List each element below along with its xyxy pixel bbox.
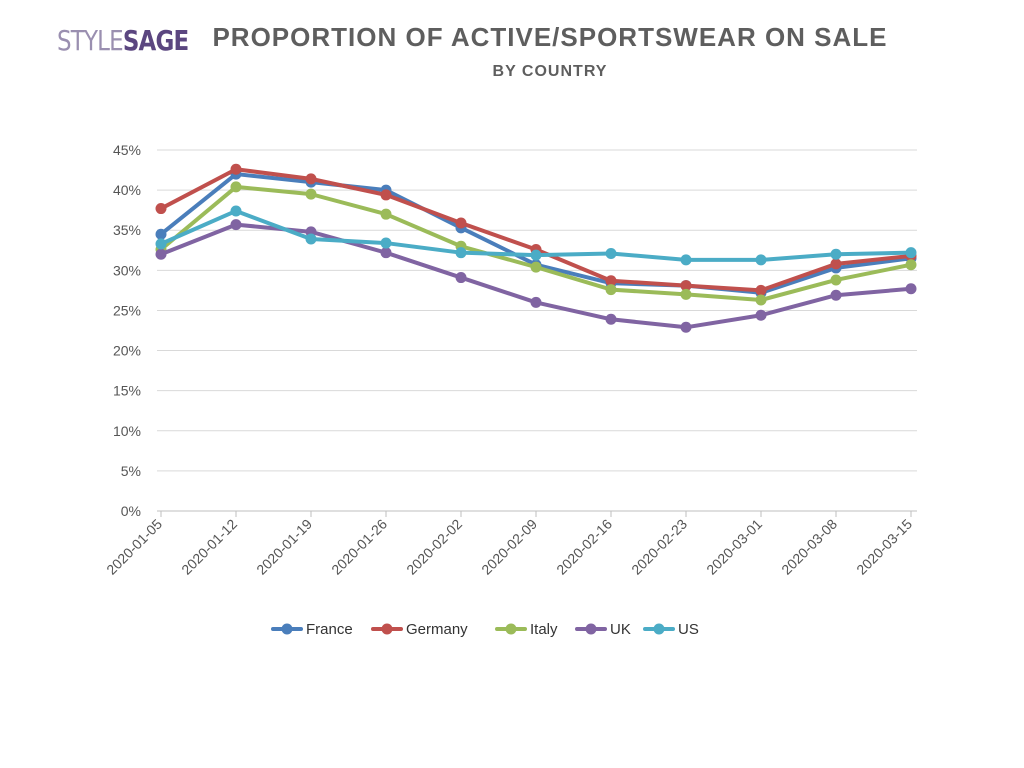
legend-swatch-marker: [381, 623, 393, 635]
data-point-germany: [455, 217, 467, 229]
data-point-uk: [680, 321, 692, 333]
data-point-us: [905, 247, 917, 259]
data-point-us: [680, 254, 692, 266]
x-tick-label: 2020-03-15: [853, 516, 915, 578]
data-point-italy: [830, 274, 842, 286]
data-point-uk: [905, 283, 917, 295]
data-point-germany: [230, 163, 242, 175]
grid-lines: [157, 149, 917, 512]
legend-label: Germany: [406, 621, 468, 638]
y-tick-label: 30%: [113, 262, 141, 278]
data-point-us: [755, 254, 767, 266]
data-point-germany: [830, 258, 842, 270]
legend: France Germany Italy UK US: [271, 621, 699, 638]
x-tick-label: 2020-02-23: [628, 516, 690, 578]
data-point-italy: [380, 208, 392, 220]
stylesage-logo: STYLESAGE: [57, 24, 189, 57]
data-point-uk: [380, 247, 392, 259]
data-point-us: [830, 248, 842, 260]
x-tick-label: 2020-01-12: [178, 516, 240, 578]
series-line-italy: [159, 184, 913, 303]
data-point-germany: [380, 189, 392, 201]
x-tick-label: 2020-01-05: [103, 516, 165, 578]
x-tick-label: 2020-01-26: [328, 516, 390, 578]
data-point-uk: [230, 219, 242, 231]
y-tick-label: 10%: [113, 423, 141, 439]
logo-part-1: STYLE: [57, 24, 124, 57]
data-point-germany: [155, 203, 167, 215]
data-point-germany: [755, 284, 767, 296]
data-point-uk: [530, 296, 542, 308]
data-point-italy: [230, 181, 242, 193]
series-group: [155, 163, 917, 333]
data-point-uk: [455, 272, 467, 284]
y-tick-label: 0%: [121, 503, 141, 519]
legend-label: Italy: [530, 621, 558, 638]
data-point-germany: [305, 173, 317, 185]
y-tick-label: 15%: [113, 383, 141, 399]
x-tick-label: 2020-01-19: [253, 516, 315, 578]
data-point-italy: [605, 284, 617, 296]
logo-part-2: SAGE: [122, 24, 189, 57]
y-tick-label: 35%: [113, 222, 141, 238]
y-tick-label: 20%: [113, 343, 141, 359]
y-axis-ticks: 0% 5% 10% 15% 20% 25% 30% 35% 40% 45%: [113, 142, 141, 519]
data-point-germany: [680, 280, 692, 292]
data-point-uk: [155, 248, 167, 260]
legend-swatch-marker: [281, 623, 293, 635]
data-point-uk: [755, 309, 767, 321]
x-tick-label: 2020-03-08: [778, 516, 840, 578]
data-point-germany: [605, 275, 617, 287]
series-us: [155, 205, 917, 266]
legend-item-uk: UK: [575, 621, 631, 638]
legend-item-france: France: [271, 621, 353, 638]
y-tick-label: 25%: [113, 302, 141, 318]
y-tick-label: 40%: [113, 182, 141, 198]
legend-swatch-marker: [653, 623, 665, 635]
series-france: [155, 168, 917, 299]
data-point-italy: [755, 294, 767, 306]
x-tick-label: 2020-02-09: [478, 516, 540, 578]
legend-label: UK: [610, 621, 631, 638]
y-tick-label: 5%: [121, 463, 141, 479]
x-axis-ticks: 2020-01-05 2020-01-12 2020-01-19 2020-01-26…: [103, 511, 915, 578]
data-point-france: [155, 228, 167, 240]
data-point-us: [155, 238, 167, 250]
data-point-italy: [680, 288, 692, 300]
x-tick-label: 2020-02-16: [553, 516, 615, 578]
x-tick-label: 2020-03-01: [703, 516, 765, 578]
data-point-italy: [905, 259, 917, 271]
legend-label: France: [306, 621, 353, 638]
data-point-uk: [830, 289, 842, 301]
data-point-italy: [530, 261, 542, 273]
data-point-us: [605, 247, 617, 259]
legend-item-italy: Italy: [495, 621, 558, 638]
data-point-us: [455, 247, 467, 259]
data-point-italy: [305, 188, 317, 200]
legend-label: US: [678, 621, 699, 638]
chart-title: PROPORTION OF ACTIVE/SPORTSWEAR ON SALE: [212, 22, 888, 52]
data-point-us: [230, 205, 242, 217]
series-italy: [155, 181, 917, 306]
data-point-us: [530, 249, 542, 261]
y-tick-label: 45%: [113, 142, 141, 158]
legend-swatch-marker: [505, 623, 517, 635]
x-tick-label: 2020-02-02: [403, 516, 465, 578]
legend-item-us: US: [643, 621, 699, 638]
chart-subtitle: BY COUNTRY: [492, 63, 608, 80]
data-point-us: [380, 237, 392, 249]
data-point-us: [305, 233, 317, 245]
legend-swatch-marker: [585, 623, 597, 635]
legend-item-germany: Germany: [371, 621, 468, 638]
data-point-uk: [605, 313, 617, 325]
